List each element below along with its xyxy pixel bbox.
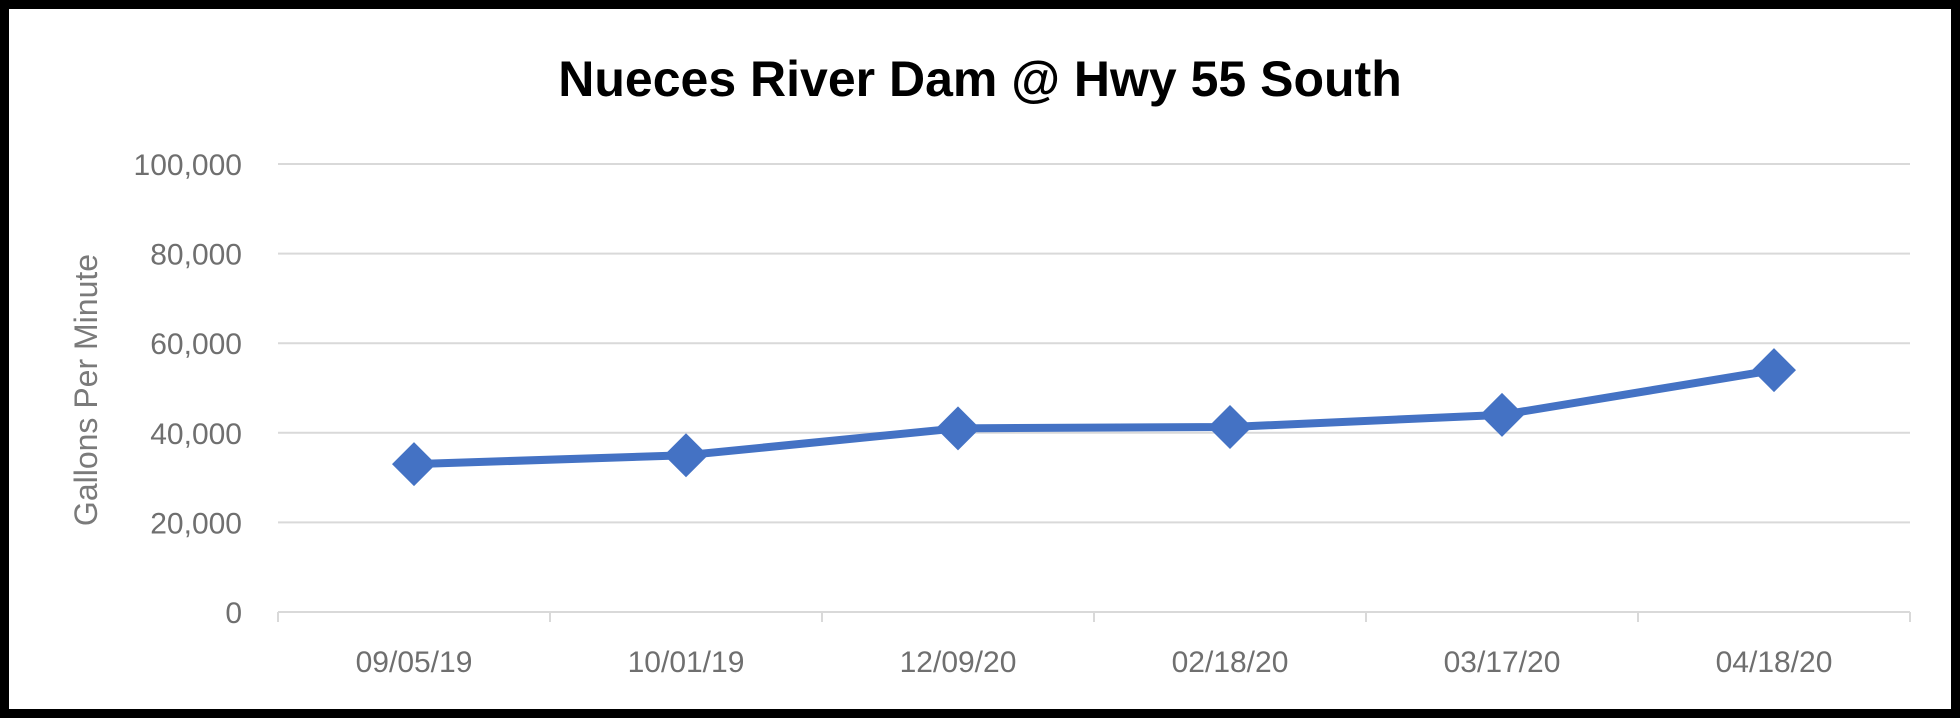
gridlines xyxy=(278,163,1910,524)
data-point-marker xyxy=(1480,392,1524,437)
series-line xyxy=(410,366,1778,469)
y-tick-label: 80,000 xyxy=(150,239,242,272)
y-tick-label: 20,000 xyxy=(150,507,242,540)
y-tick-label: 40,000 xyxy=(150,418,242,451)
x-axis xyxy=(277,611,1911,622)
data-point-marker xyxy=(936,406,980,451)
x-tick-label: 04/18/20 xyxy=(1716,646,1833,679)
y-tick-label: 100,000 xyxy=(134,149,242,182)
x-tick-label: 03/17/20 xyxy=(1444,646,1561,679)
chart-title: Nueces River Dam @ Hwy 55 South xyxy=(558,51,1401,107)
y-tick-label: 60,000 xyxy=(150,328,242,361)
x-tick-label: 10/01/19 xyxy=(628,646,745,679)
y-tick-label: 0 xyxy=(225,597,242,630)
x-tick-label: 02/18/20 xyxy=(1172,646,1289,679)
x-axis-tick-labels: 09/05/19 10/01/19 12/09/20 02/18/20 03/17/20… xyxy=(356,646,1833,679)
data-point-marker xyxy=(1752,348,1796,393)
y-axis-title: Gallons Per Minute xyxy=(68,254,104,526)
data-point-marker xyxy=(392,442,436,487)
x-tick-label: 12/09/20 xyxy=(900,646,1017,679)
x-tick-label: 09/05/19 xyxy=(356,646,473,679)
series-group xyxy=(392,348,1796,487)
data-point-marker xyxy=(1208,404,1252,449)
y-axis-tick-labels: 0 20,000 40,000 60,000 80,000 100,000 xyxy=(134,149,242,630)
data-point-marker xyxy=(664,433,708,478)
